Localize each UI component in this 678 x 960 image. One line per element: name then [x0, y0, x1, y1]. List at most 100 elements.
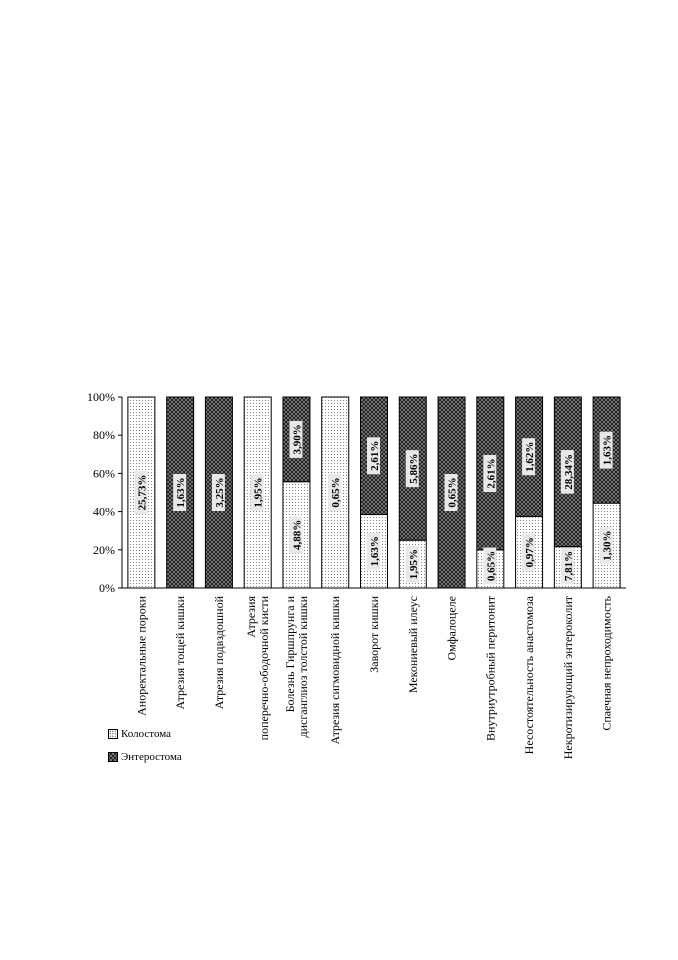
data-label-enterostoma: 3,25%	[211, 474, 226, 511]
category-label-line: Спаечная непроходимость	[600, 595, 614, 730]
data-label-kolostoma: 1,30%	[599, 527, 614, 565]
data-label-enterostoma: 2,61%	[483, 454, 497, 492]
data-label-kolostoma-text: 1,95%	[253, 477, 265, 507]
category-label-line: Болезнь Гиршпрунга и	[283, 595, 297, 712]
legend-swatch-enterostoma	[108, 752, 118, 762]
data-label-kolostoma-text: 4,88%	[291, 520, 303, 550]
data-label-enterostoma-bg	[405, 450, 419, 488]
y-tick-label: 60%	[93, 466, 115, 480]
data-label-kolostoma-text: 1,63%	[369, 536, 381, 566]
data-label-enterostoma: 1,63%	[173, 474, 187, 511]
data-label-kolostoma-bg	[289, 516, 303, 554]
data-label-kolostoma: 7,81%	[560, 547, 575, 585]
category-label-line: Заворот кишки	[367, 595, 381, 672]
category-label-line: Мекониевый илеус	[406, 596, 420, 693]
y-tick-label: 100%	[87, 390, 115, 404]
category-label-line: Омфалоцеле	[445, 596, 459, 661]
data-label-enterostoma-text: 3,25%	[214, 477, 226, 507]
data-label-kolostoma-bg	[328, 474, 342, 511]
data-label-enterostoma-bg	[560, 450, 574, 494]
data-label-enterostoma-text: 28,34%	[563, 454, 575, 490]
data-label-kolostoma: 1,63%	[367, 532, 381, 570]
data-label-enterostoma-text: 2,61%	[369, 441, 381, 471]
data-label-kolostoma-bg	[483, 547, 497, 585]
category-label: Спаечная непроходимость	[600, 595, 614, 730]
data-label-enterostoma-text: 0,65%	[447, 477, 459, 507]
y-tick-label: 20%	[93, 543, 115, 557]
data-label-enterostoma-bg	[522, 438, 536, 476]
data-label-kolostoma-text: 0,65%	[485, 551, 497, 581]
legend-item-kolostoma: Колостома	[108, 728, 171, 740]
data-label-enterostoma: 28,34%	[560, 450, 575, 494]
data-label-enterostoma: 5,86%	[405, 450, 420, 488]
category-label: Атрезия тощей кишки	[173, 595, 187, 709]
category-label: Некротизирующий энтероколит	[561, 595, 575, 759]
data-label-kolostoma: 0,65%	[483, 547, 497, 585]
data-label-kolostoma-text: 1,95%	[408, 549, 420, 579]
legend-label-kolostoma: Колостома	[121, 728, 172, 740]
category-label: Несостоятельность анастомоза	[522, 595, 536, 754]
category-label-line: Атрезия сигмовидной кишки	[328, 595, 342, 744]
data-label-kolostoma: 4,88%	[289, 516, 303, 554]
category-label-line: Аноректальные пороки	[134, 595, 148, 715]
data-label-kolostoma-text: 7,81%	[563, 551, 575, 581]
data-label-enterostoma-text: 1,62%	[524, 442, 536, 472]
category-label: Заворот кишки	[367, 595, 381, 672]
data-label-kolostoma-bg	[522, 533, 536, 571]
data-label-kolostoma: 0,65%	[328, 474, 342, 511]
data-label-kolostoma-bg	[560, 547, 574, 585]
category-label: Аноректальные пороки	[134, 595, 148, 715]
data-label-kolostoma: 1,95%	[250, 474, 265, 511]
data-label-enterostoma-bg	[444, 474, 458, 511]
data-label-enterostoma-text: 2,61%	[485, 458, 497, 488]
category-label-line: Атрезия тощей кишки	[173, 595, 187, 709]
category-label-line: Атрезия подвздошной	[212, 595, 226, 709]
y-tick-label: 80%	[93, 428, 115, 442]
data-label-enterostoma-bg	[367, 437, 380, 475]
data-label-enterostoma-bg	[173, 474, 187, 511]
category-label: Атрезия сигмовидной кишки	[328, 595, 342, 744]
category-label: Атрезия подвздошной	[212, 595, 226, 709]
category-label: Болезнь Гиршпрунга и дисганглиоз толстой …	[283, 595, 310, 737]
data-label-kolostoma-bg	[134, 470, 148, 515]
category-label-line: поперечно-ободочной кисти	[257, 595, 271, 740]
category-label-line: дисганглиоз толстой кишки	[296, 595, 310, 737]
legend-swatch-kolostoma	[108, 729, 118, 739]
data-label-enterostoma-bg	[483, 454, 497, 492]
data-label-kolostoma: 25,73%	[134, 470, 148, 515]
category-label: Омфалоцеле	[445, 596, 459, 661]
data-label-kolostoma-bg	[599, 527, 613, 565]
category-label-line: Атрезия	[244, 596, 258, 638]
data-label-enterostoma: 2,61%	[367, 437, 381, 475]
data-label-enterostoma-bg	[289, 420, 303, 458]
data-label-enterostoma-text: 5,86%	[408, 454, 420, 484]
category-label: Атрезия поперечно-ободочной кисти	[244, 595, 271, 740]
category-label-line: Внутриутробный перитонит	[483, 595, 497, 741]
data-label-kolostoma-text: 1,30%	[602, 531, 614, 561]
data-label-enterostoma-text: 3,90%	[291, 424, 303, 454]
legend-label-enterostoma: Энтеростома	[121, 751, 182, 763]
data-label-kolostoma: 1,95%	[405, 545, 420, 583]
category-label: Мекониевый илеус	[406, 596, 420, 693]
data-label-enterostoma: 1,63%	[599, 431, 614, 469]
data-label-kolostoma: 0,97%	[522, 533, 536, 571]
data-label-enterostoma: 0,65%	[444, 474, 459, 511]
data-label-enterostoma-text: 1,63%	[602, 435, 614, 465]
legend-item-enterostoma: Энтеростома	[108, 751, 182, 763]
category-label-line: Несостоятельность анастомоза	[522, 595, 536, 754]
data-label-kolostoma-bg	[250, 474, 264, 511]
category-label-line: Некротизирующий энтероколит	[561, 595, 575, 759]
plot-area: 0% 20% 40% 60% 80% 100% 25,73% Аноректальные по…	[87, 390, 626, 759]
y-tick-label: 40%	[93, 505, 115, 519]
data-label-kolostoma-text: 0,97%	[524, 537, 536, 567]
data-label-enterostoma-text: 1,63%	[175, 477, 187, 507]
data-label-enterostoma-bg	[599, 431, 613, 469]
data-label-enterostoma: 3,90%	[289, 420, 303, 458]
data-label-enterostoma: 1,62%	[522, 438, 536, 476]
data-label-kolostoma-text: 0,65%	[330, 477, 342, 507]
y-tick-label: 0%	[99, 581, 115, 595]
data-label-kolostoma-text: 25,73%	[136, 475, 148, 511]
category-label: Внутриутробный перитонит	[483, 595, 497, 741]
data-label-enterostoma-bg	[211, 474, 225, 511]
